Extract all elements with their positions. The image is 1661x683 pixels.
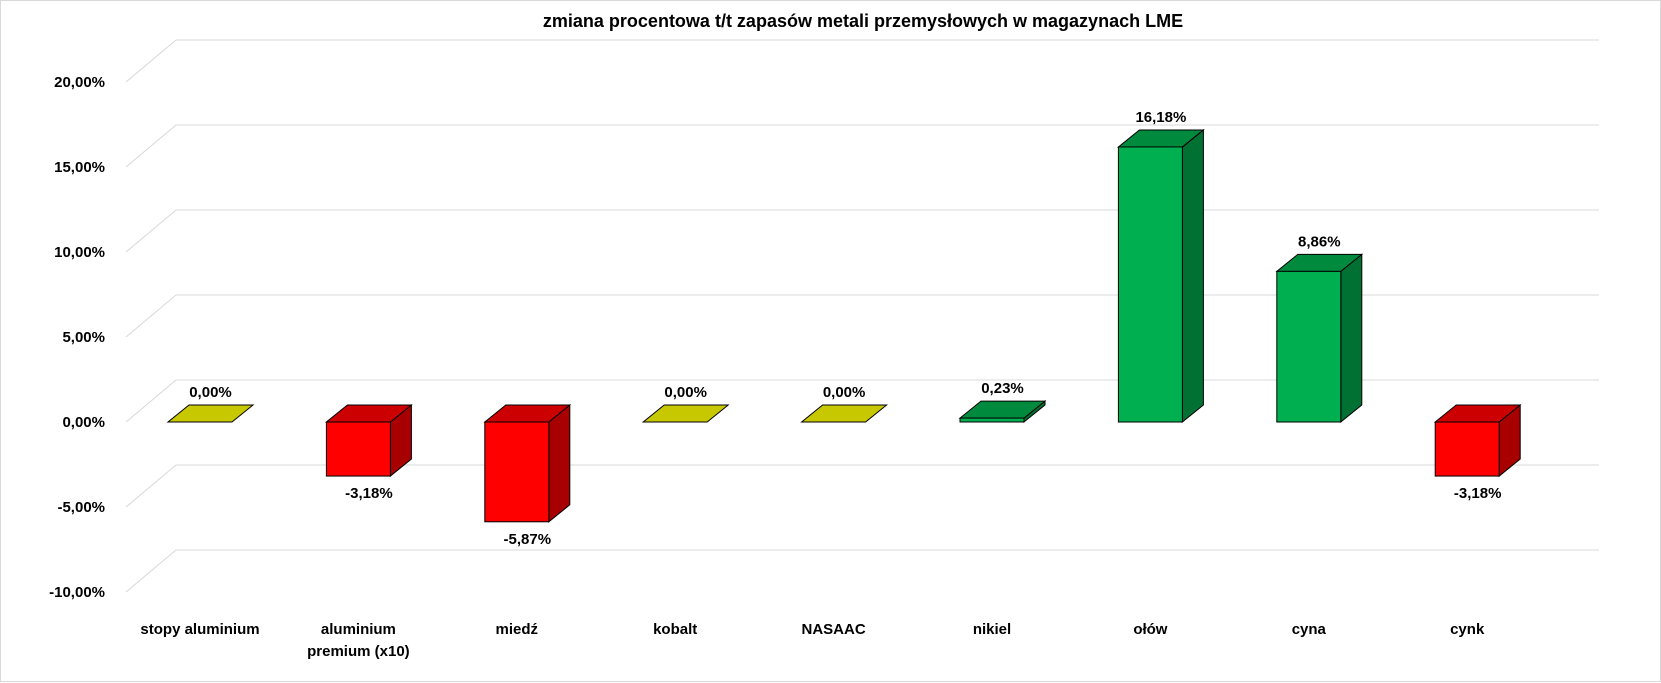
gridline-depth <box>125 124 177 168</box>
bar-7 <box>1275 253 1364 424</box>
data-label: 0,00% <box>189 384 232 401</box>
y-tick-label: 10,00% <box>54 244 105 261</box>
category-label: cynk <box>1450 621 1485 638</box>
y-tick-label: 5,00% <box>62 329 105 346</box>
gridline-depth <box>125 379 177 423</box>
category-labels: stopy aluminium aluminium premium (x10) mie… <box>140 621 1485 660</box>
grid-layer <box>125 39 1599 593</box>
category-label: kobalt <box>653 621 697 638</box>
data-label: 0,00% <box>823 384 866 401</box>
y-tick-label: 0,00% <box>62 414 105 431</box>
bar-6 <box>1116 128 1205 424</box>
bar-top <box>641 404 730 423</box>
bar-8 <box>1433 403 1522 478</box>
category-label: nikiel <box>973 621 1011 638</box>
data-label: 0,00% <box>664 384 707 401</box>
bar-5 <box>958 400 1047 424</box>
category-label: stopy aluminium <box>140 621 259 638</box>
y-tick-label: -10,00% <box>49 584 105 601</box>
y-axis-labels: -10,00% -5,00% 0,00% 5,00% 10,00% 15,00% 20,00… <box>49 74 105 601</box>
bar-2 <box>483 403 572 523</box>
bar-side <box>1181 128 1204 424</box>
data-labels: 0,00% -3,18% -5,87% 0,00% 0,00% 0,23% 16,18% 8,… <box>189 109 1501 548</box>
chart-title: zmiana procentowa t/t zapasów metali prz… <box>543 11 1183 31</box>
category-label: NASAAC <box>802 621 866 638</box>
data-label: -3,18% <box>1454 485 1502 502</box>
bar-top <box>166 404 255 423</box>
gridline-depth <box>125 294 177 338</box>
category-label: aluminium premium (x10) <box>307 621 410 660</box>
bar-1 <box>324 403 413 478</box>
bar-side <box>548 403 571 523</box>
bar-front <box>1276 270 1342 423</box>
bar-top <box>800 404 889 423</box>
category-label: cyna <box>1292 621 1327 638</box>
bar-front <box>1117 146 1183 423</box>
gridline-depth <box>125 39 177 83</box>
bar-0 <box>166 404 255 423</box>
bar-front <box>1434 421 1500 477</box>
y-tick-label: 20,00% <box>54 74 105 91</box>
bar-side <box>1340 253 1363 424</box>
bar-front <box>484 421 550 523</box>
data-label: 0,23% <box>981 380 1024 397</box>
category-label: ołów <box>1133 621 1167 638</box>
data-label: 8,86% <box>1298 233 1341 250</box>
data-label: -3,18% <box>345 485 393 502</box>
bar-front <box>325 421 391 477</box>
bar-front <box>959 417 1025 423</box>
gridline-depth <box>125 464 177 508</box>
y-tick-label: 15,00% <box>54 159 105 176</box>
bars-layer <box>166 128 1522 523</box>
data-label: -5,87% <box>504 531 552 548</box>
data-label: 16,18% <box>1135 109 1186 126</box>
bar-3 <box>641 404 730 423</box>
gridline-depth <box>125 549 177 593</box>
gridline-depth <box>125 209 177 253</box>
y-tick-label: -5,00% <box>57 499 105 516</box>
bar-4 <box>800 404 889 423</box>
category-label: miedź <box>496 621 539 638</box>
